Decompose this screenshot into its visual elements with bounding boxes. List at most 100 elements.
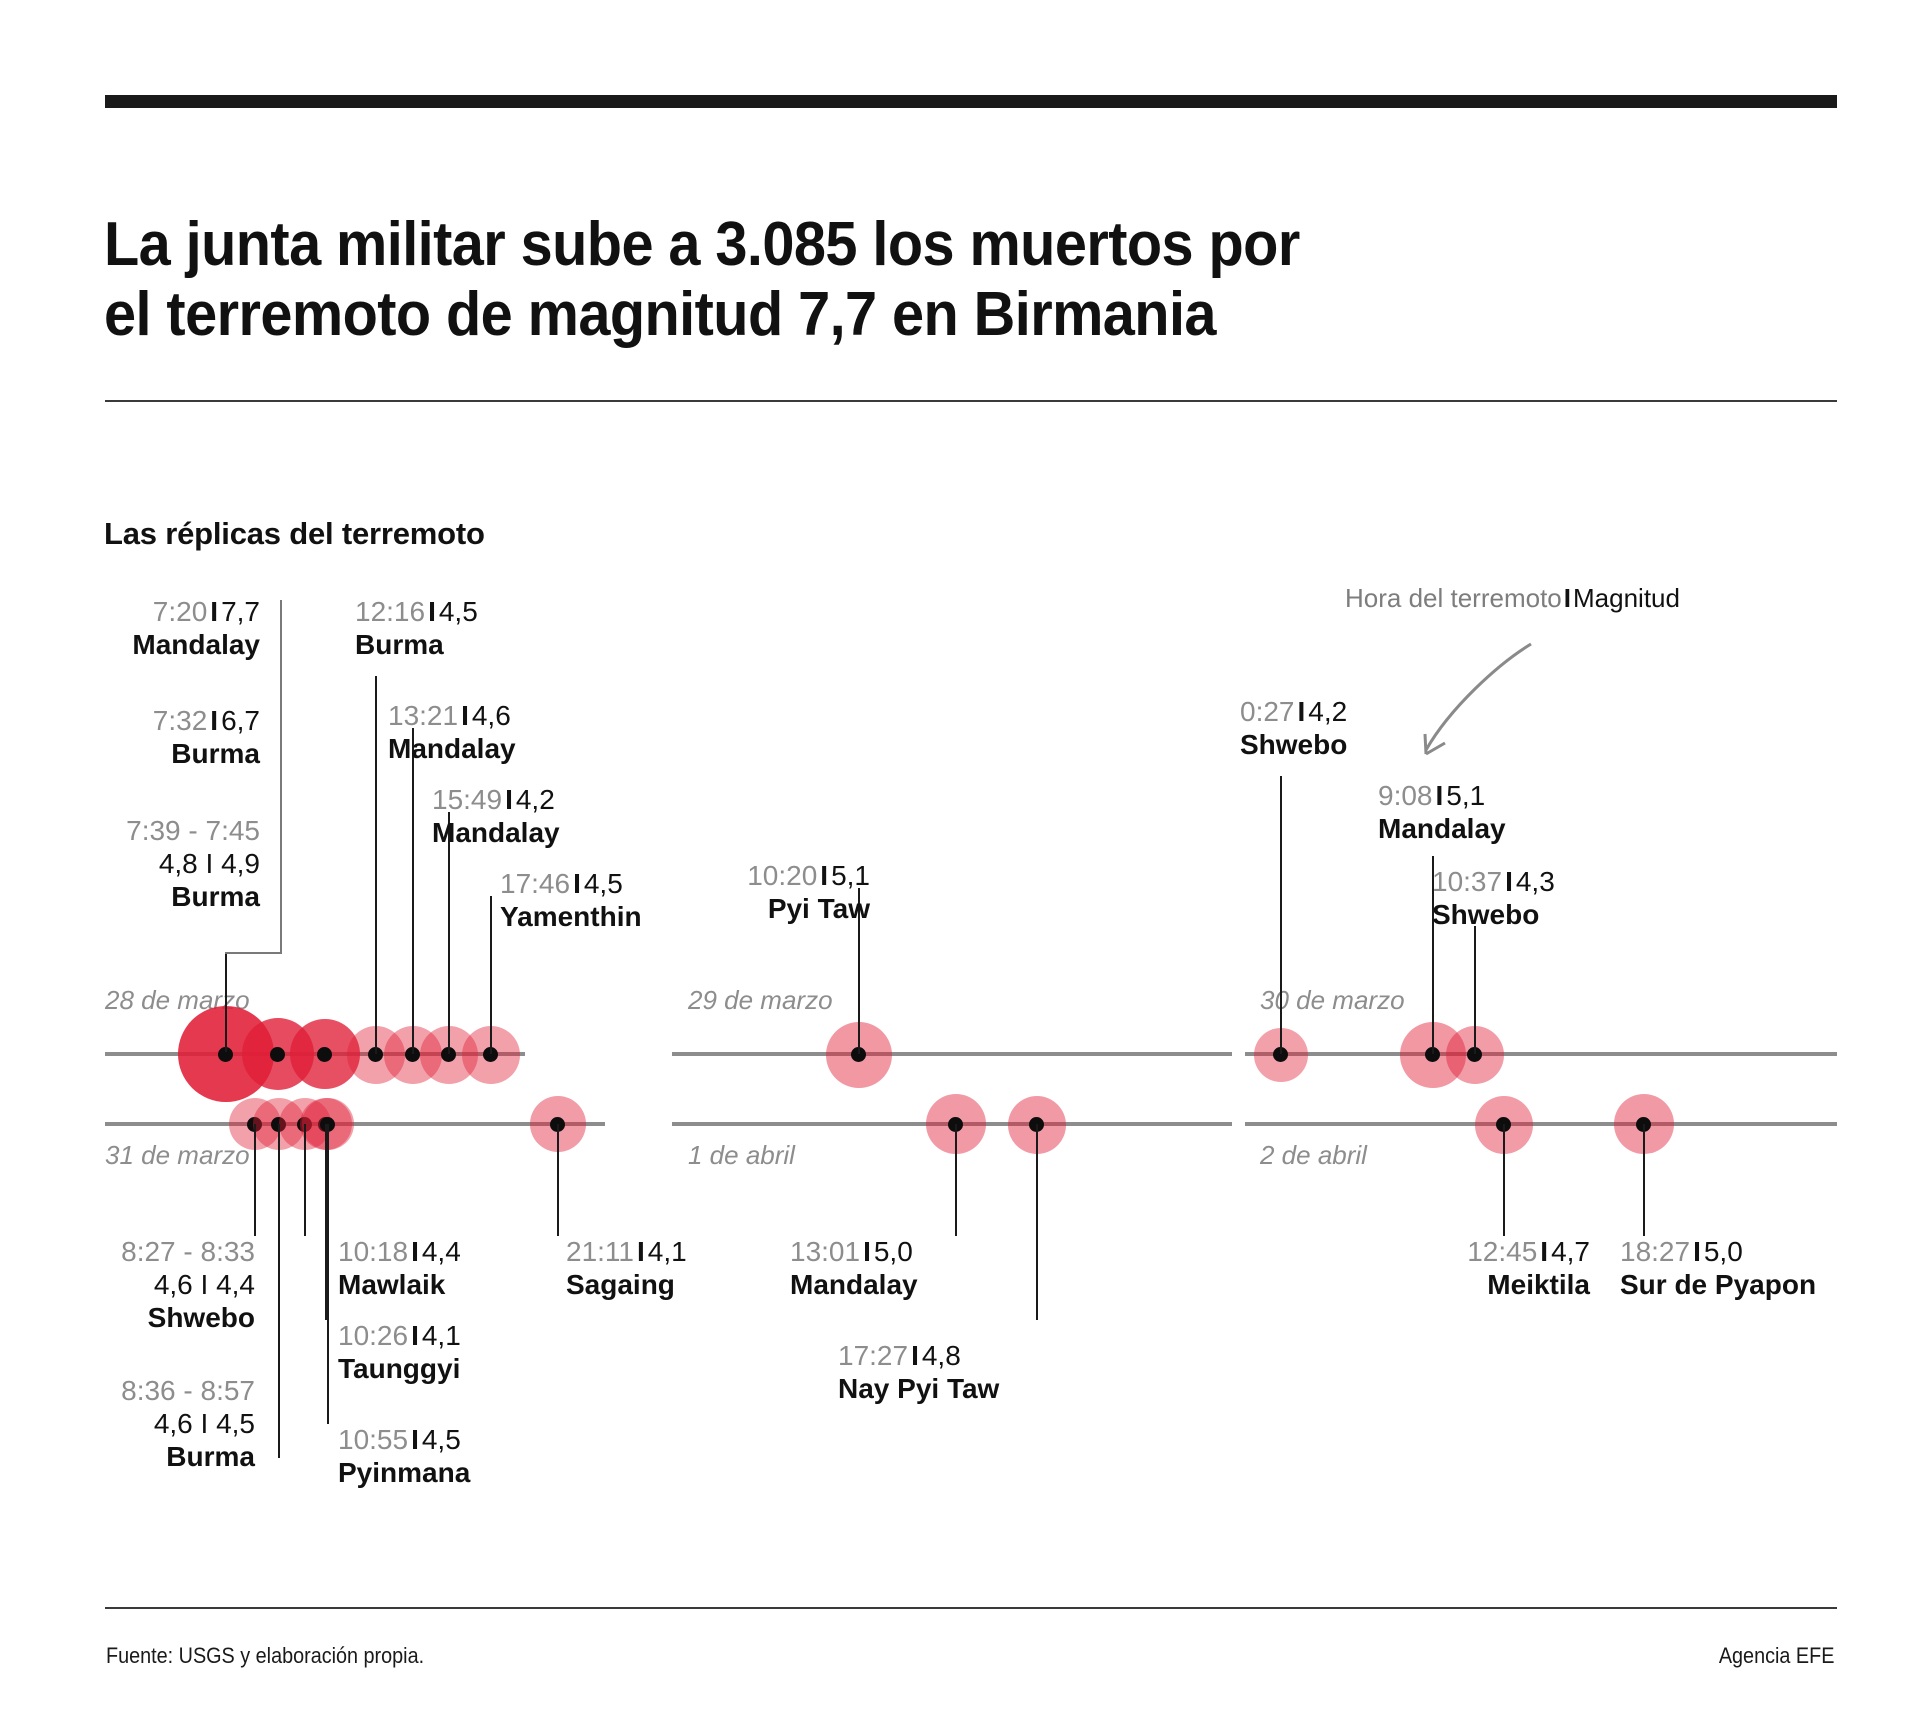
annotation-place: Shwebo [147,1301,255,1333]
annotation-shwebo-027: 0:27 I 4,2 Shwebo [1240,696,1347,762]
quake-dot-burma-739 [317,1047,332,1062]
legend: Hora del terremotoIMagnitud [1345,583,1680,614]
annotation-mandalay-1321: 13:21 I 4,6 Mandalay [388,700,516,766]
annotation-magnitude: 4,8 [921,1340,961,1371]
annotation-time: 9:08 [1378,780,1433,811]
quake-dot-yamenthin-1746 [483,1047,498,1062]
annotation-time: 17:27 [838,1340,909,1371]
date-label-apr1: 1 de abril [688,1140,795,1170]
annotation-yamenthin-1746: 17:46 I 4,5 Yamenthin [500,868,642,934]
quake-dot-burma-732 [270,1047,285,1062]
leader-bracket-arm [225,952,282,954]
annotation-time: 13:01 [790,1236,861,1267]
annotation-place: Nay Pyi Taw [838,1372,1000,1404]
annotation-mandalay-720: 7:20 I 7,7 Mandalay [20,596,260,662]
quake-dot-pyitaw-1020 [851,1047,866,1062]
annotation-place: Mandalay [1378,812,1506,844]
source-note: Fuente: USGS y elaboración propia. [106,1643,425,1668]
annotation-burma-732: 7:32 I 6,7 Burma [20,705,260,771]
quake-dot-mandalay-908 [1425,1047,1440,1062]
quake-dot-burma-1216 [368,1047,383,1062]
annotation-pyitaw-1020: 10:20 I 5,1 Pyi Taw [620,860,870,926]
annotation-sagaing-2111: 21:11 I 4,1 Sagaing [566,1236,687,1302]
annotation-separator: I [820,860,829,891]
annotation-magnitude: 4,5 [583,868,623,899]
leader-mandalay-1321 [412,728,414,1054]
date-label-apr2: 2 de abril [1260,1140,1367,1170]
annotation-magnitude: 4,3 [1515,866,1555,897]
annotation-magnitude: 4,6 I 4,4 [153,1268,255,1300]
annotation-shwebo-827: 8:27 - 8:33 4,6 I 4,4 Shwebo [0,1236,255,1334]
annotation-separator: I [1505,866,1513,897]
annotation-separator: I [573,868,581,899]
annotation-separator: I [461,700,469,731]
annotation-magnitude: 5,0 [873,1236,913,1267]
annotation-place: Shwebo [1432,898,1540,930]
annotation-place: Pyi Taw [767,892,870,924]
leader-burma-836 [278,1124,280,1458]
annotation-separator: I [411,1424,419,1455]
annotation-pyinmana-1055: 10:55 I 4,5 Pyinmana [338,1424,470,1490]
annotation-magnitude: 5,1 [831,860,870,891]
annotation-magnitude: 4,5 [438,596,478,627]
annotation-magnitude: 4,4 [421,1236,461,1267]
annotation-separator: I [210,705,219,736]
annotation-magnitude: 4,1 [421,1320,461,1351]
annotation-time: 10:20 [747,860,818,891]
annotation-place: Sagaing [566,1268,675,1300]
agency-credit: Agencia EFE [1718,1643,1834,1668]
axis-segment-mar30 [1245,1052,1837,1056]
annotation-time: 10:37 [1432,866,1503,897]
leader-mandalay-720 [225,952,227,1052]
annotation-magnitude: 4,7 [1551,1236,1590,1267]
leader-shwebo-1037 [1474,926,1476,1054]
annotation-time: 13:21 [388,700,459,731]
annotation-time: 8:27 - 8:33 [121,1236,255,1267]
annotation-meiktila-1245: 12:45 I 4,7 Meiktila [1330,1236,1590,1302]
legend-time-label: Hora del terremoto [1345,583,1562,613]
quake-dot-mandalay-720 [218,1047,233,1062]
annotation-separator: I [1693,1236,1701,1267]
quake-dot-shwebo-027 [1273,1047,1288,1062]
annotation-separator: I [411,1320,419,1351]
leader-taunggyi-1026 [325,1124,327,1320]
annotation-magnitude: 4,1 [647,1236,687,1267]
annotation-magnitude: 7,7 [221,596,260,627]
annotation-time: 7:20 [152,596,208,627]
title-line-1: La junta militar sube a 3.085 los muerto… [104,209,1300,279]
annotation-separator: I [911,1340,919,1371]
annotation-magnitude: 5,1 [1446,780,1486,811]
top-rule [105,95,1837,108]
leader-mawlaik-1018 [304,1124,306,1236]
annotation-place: Pyinmana [338,1456,471,1488]
annotation-place: Mawlaik [338,1268,446,1300]
annotation-time: 15:49 [432,784,503,815]
annotation-separator: I [1435,780,1444,811]
axis-segment-apr2 [1245,1122,1837,1126]
annotation-time: 21:11 [566,1236,634,1267]
annotation-mandalay-1301: 13:01 I 5,0 Mandalay [790,1236,918,1302]
annotation-separator: I [637,1236,645,1267]
annotation-burma-1216: 12:16 I 4,5 Burma [355,596,478,662]
annotation-pyapon-1827: 18:27 I 5,0 Sur de Pyapon [1620,1236,1816,1302]
annotation-taunggyi-1026: 10:26 I 4,1 Taunggyi [338,1320,461,1386]
date-label-mar31: 31 de marzo [105,1140,250,1170]
quake-dot-shwebo-1037 [1467,1047,1482,1062]
annotation-separator: I [505,784,513,815]
legend-magnitude-label: Magnitud [1573,583,1680,613]
date-label-mar30: 30 de marzo [1260,985,1405,1015]
legend-separator: I [1563,583,1571,613]
leader-yamenthin-1746 [490,896,492,1054]
annotation-time: 12:45 [1467,1236,1538,1267]
annotation-magnitude: 4,6 [471,700,511,731]
leader-burma-1216 [375,676,377,1054]
annotation-separator: I [210,596,219,627]
annotation-place: Burma [171,737,260,769]
annotation-magnitude: 6,7 [221,705,260,736]
annotation-magnitude: 4,5 [421,1424,461,1455]
leader-shwebo-827 [254,1124,256,1236]
annotation-separator: I [863,1236,871,1267]
leader-pyinmana-1055 [327,1124,329,1424]
annotation-magnitude: 4,2 [515,784,555,815]
annotation-place: Burma [171,880,260,912]
